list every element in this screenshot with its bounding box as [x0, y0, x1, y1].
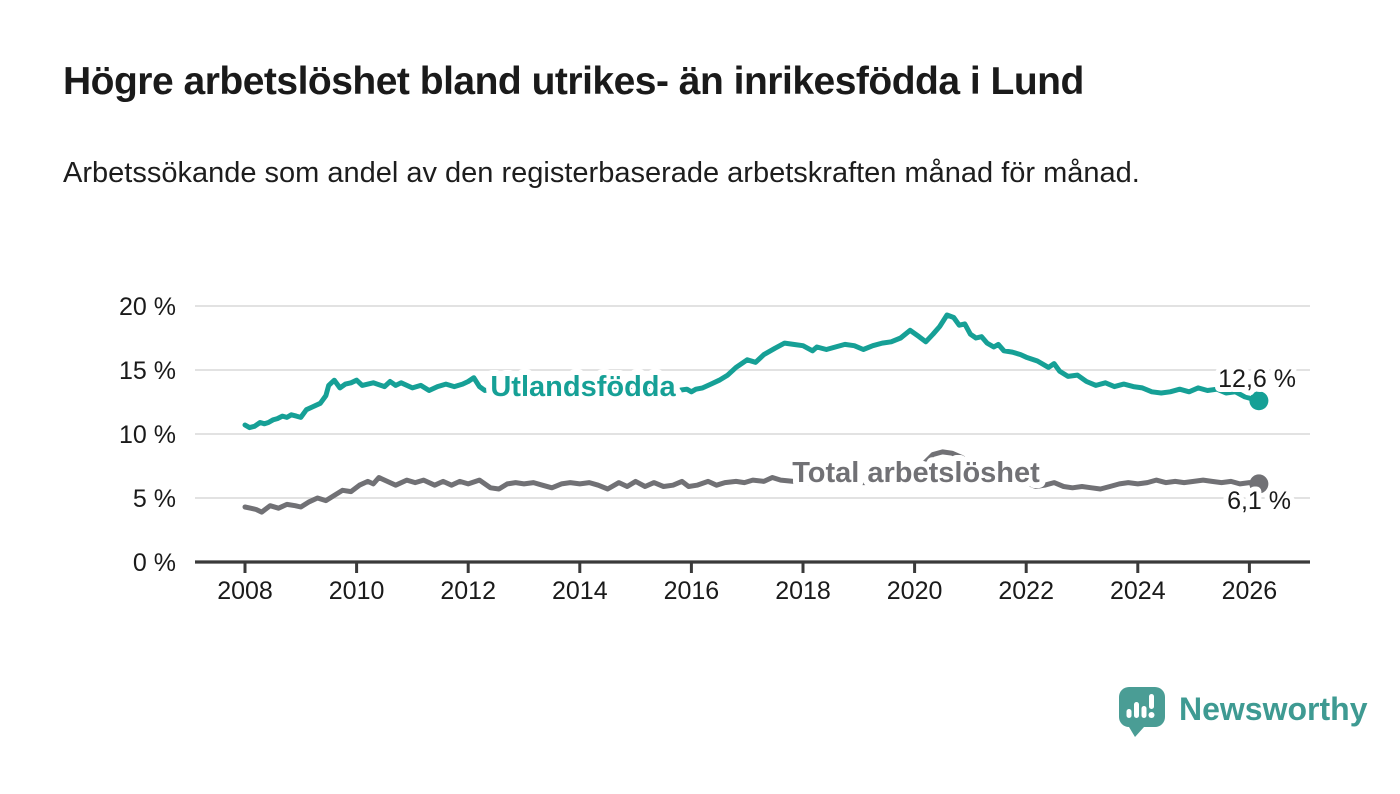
series-line-utlandsf-dda [242, 312, 1262, 431]
series-line-total-arbetsl-shet [242, 449, 1262, 515]
chart-title: Högre arbetslöshet bland utrikes- än inr… [63, 60, 1084, 103]
bar-chart-bar-1 [1126, 709, 1132, 718]
series-end-dot-total-arbetsl-shet [1249, 474, 1269, 494]
x-tick-label: 2024 [1110, 577, 1166, 605]
x-tick-label: 2018 [775, 577, 831, 605]
x-tick-label: 2016 [664, 577, 720, 605]
newsworthy-logo-icon [1119, 687, 1165, 737]
exclamation-dot [1148, 712, 1155, 718]
bar-chart-bar-2 [1134, 702, 1139, 718]
x-tick-label: 2008 [217, 577, 273, 605]
exclamation-bar [1149, 694, 1154, 709]
bar-chart-bar-3 [1141, 706, 1147, 718]
series-label-utlandsf-dda: Utlandsfödda [490, 371, 676, 403]
newsworthy-branding: Newsworthy [1118, 686, 1367, 738]
newsworthy-wordmark: Newsworthy [1179, 690, 1368, 727]
series-end-dot-utlandsf-dda [1249, 391, 1269, 411]
series-value-label-total-arbetsl-shet: 6,1 % [1227, 487, 1291, 515]
x-tick-label: 2020 [887, 577, 943, 605]
y-tick-label: 15 % [119, 357, 176, 385]
series-label-total-arbetsl-shet: Total arbetslöshet [792, 457, 1040, 489]
series-value-label-utlandsf-dda: 12,6 % [1218, 365, 1296, 393]
y-tick-label: 10 % [119, 421, 176, 449]
y-tick-label: 0 % [133, 549, 176, 577]
chart-subtitle: Arbetssökande som andel av den registerb… [63, 157, 1140, 189]
y-tick-label: 20 % [119, 293, 176, 321]
x-tick-label: 2026 [1222, 577, 1278, 605]
x-tick-label: 2014 [552, 577, 608, 605]
x-tick-label: 2022 [998, 577, 1054, 605]
y-tick-label: 5 % [133, 485, 176, 513]
x-tick-label: 2010 [329, 577, 385, 605]
x-tick-label: 2012 [440, 577, 496, 605]
